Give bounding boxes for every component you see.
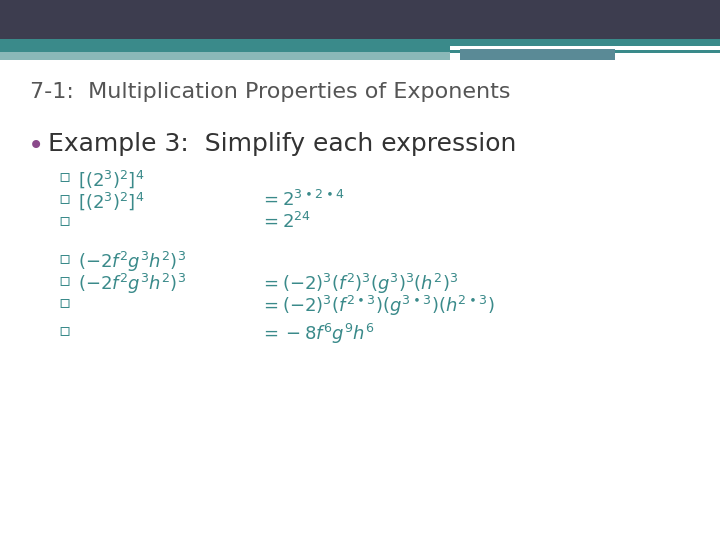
Text: ▫: ▫ <box>58 322 71 340</box>
Bar <box>0 39 720 53</box>
Bar <box>450 46 720 50</box>
Bar <box>460 49 615 60</box>
Text: $(-2f^2g^3h^2)^3$: $(-2f^2g^3h^2)^3$ <box>78 250 186 274</box>
Text: $= 2^{3\bullet2\bullet4}$: $= 2^{3\bullet2\bullet4}$ <box>260 190 345 210</box>
Text: ▫: ▫ <box>58 272 71 290</box>
Text: $= (-2)^3(f^{2\bullet3})(g^{3\bullet3})(h^{2\bullet3})$: $= (-2)^3(f^{2\bullet3})(g^{3\bullet3})(… <box>260 294 495 318</box>
Text: Example 3:  Simplify each expression: Example 3: Simplify each expression <box>48 132 516 156</box>
Text: $[(2^3)^2]^4$: $[(2^3)^2]^4$ <box>78 190 145 212</box>
Text: $= 2^{24}$: $= 2^{24}$ <box>260 212 311 232</box>
Text: ▫: ▫ <box>58 190 71 208</box>
Text: $[(2^3)^2]^4$: $[(2^3)^2]^4$ <box>78 168 145 190</box>
Bar <box>0 52 450 60</box>
Text: ▫: ▫ <box>58 294 71 312</box>
Text: $= (-2)^3(f^2)^3(g^3)^3(h^2)^3$: $= (-2)^3(f^2)^3(g^3)^3(h^2)^3$ <box>260 272 459 296</box>
Text: ▫: ▫ <box>58 212 71 230</box>
Text: 7-1:  Multiplication Properties of Exponents: 7-1: Multiplication Properties of Expone… <box>30 82 510 102</box>
Text: •: • <box>28 132 44 160</box>
Text: ▫: ▫ <box>58 250 71 268</box>
Text: $= -8f^6g^9h^6$: $= -8f^6g^9h^6$ <box>260 322 374 346</box>
Text: ▫: ▫ <box>58 168 71 186</box>
Text: $(-2f^2g^3h^2)^3$: $(-2f^2g^3h^2)^3$ <box>78 272 186 296</box>
Bar <box>0 0 720 40</box>
